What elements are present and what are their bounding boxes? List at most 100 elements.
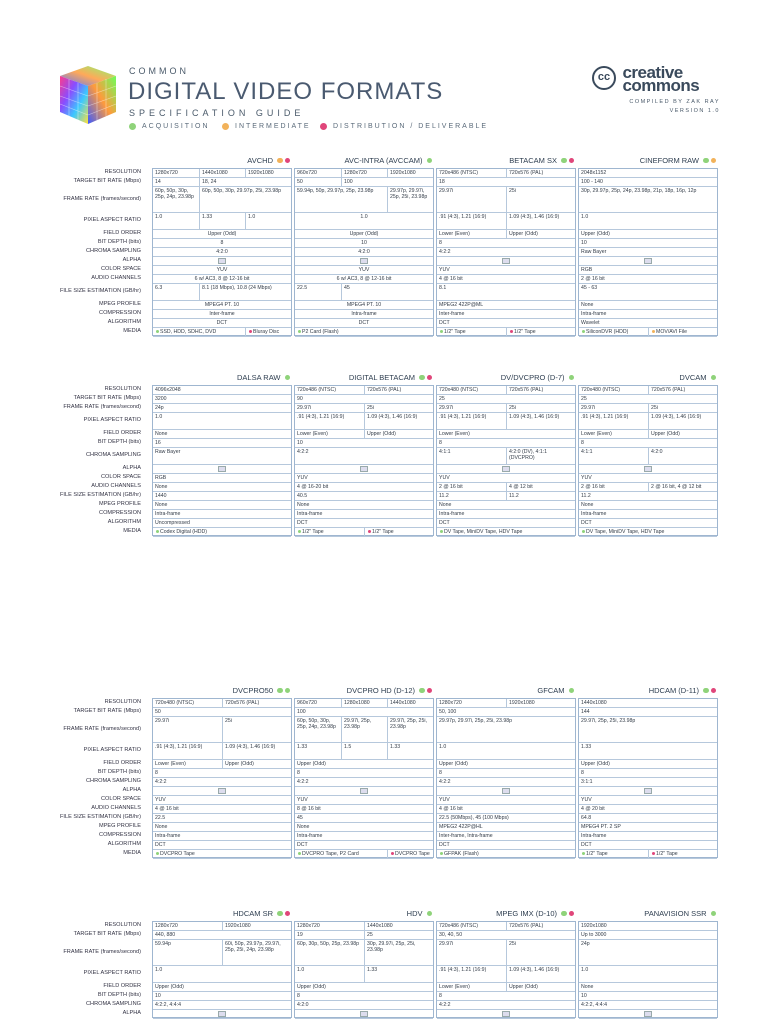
spec-row-mpeg: None xyxy=(153,501,291,510)
media-text: P2 Card (Flash) xyxy=(302,329,339,335)
spec-row-framerate: 29.97i 25i xyxy=(295,404,433,413)
row-label-bitdepth: BIT DEPTH (bits) xyxy=(97,239,141,245)
row-label-bitdepth: BIT DEPTH (bits) xyxy=(97,992,141,998)
spec-cell: MPEG2 422P@HL xyxy=(439,824,483,830)
color-cube-logo xyxy=(59,66,117,124)
creative-commons-logo: cc creative commons xyxy=(592,64,700,94)
row-label-par: PIXEL ASPECT RATIO xyxy=(83,217,141,223)
row-label-field: FIELD ORDER xyxy=(103,230,141,236)
spec-row-compression: Intra-frame xyxy=(295,510,433,519)
spec-cell: 50 xyxy=(155,709,161,715)
spec-row-bitrate: 25 xyxy=(579,395,717,404)
spec-row-framerate: 59.94p 60i, 50p, 29.97p, 29.97i, 25p, 25i… xyxy=(153,940,291,966)
format-name-text: HDCAM (D-11) xyxy=(648,686,699,695)
spec-cell: .91 (4:3), 1.21 (16:9) xyxy=(155,744,203,750)
format-card: BETACAM SX 720x486 (NTSC) 720x576 (PAL) 18 2… xyxy=(436,155,576,337)
compiled-info: COMPILED BY ZAK RAY VERSION 1.0 xyxy=(629,98,720,116)
spec-row-compression: Intra-frame xyxy=(579,510,717,519)
spec-row-par: 1.33 xyxy=(579,743,717,760)
spec-row-alpha xyxy=(153,787,291,796)
spec-cell: 440, 880 xyxy=(155,932,176,938)
row-label-framerate: FRAME RATE (frames/second) xyxy=(63,725,141,732)
spec-row-bitdepth: 8 xyxy=(295,992,433,1001)
spec-cell: Intra-frame xyxy=(155,511,181,517)
spec-cell: 1440 xyxy=(155,493,167,499)
spec-cell xyxy=(153,465,291,473)
row-label-field: FIELD ORDER xyxy=(103,430,141,436)
spec-cell: 59.94p, 50p, 29.97p, 25p, 23.98p xyxy=(297,188,374,194)
spec-cell: 100 xyxy=(297,709,306,715)
spec-cell: Lower (Even) xyxy=(581,431,612,437)
spec-row-alpha xyxy=(153,1010,291,1019)
format-card: AVC-INTRA (AVCCAM) 960x720 1280x720 1920x10… xyxy=(294,155,434,337)
format-name: PANAVISION SSR xyxy=(644,909,716,918)
spec-row-compression: Intra-frame xyxy=(295,310,433,319)
spec-cell: 29.97i, 25p, 25i, 23.98p xyxy=(387,717,433,742)
spec-row-framerate: 59.94p, 50p, 29.97p, 25p, 23.98p 29.97p, … xyxy=(295,187,433,213)
spec-row-algorithm: DCT xyxy=(437,319,575,328)
spec-row-bitrate: 100 - 140 xyxy=(579,178,717,187)
spec-cell: 4:2:2 xyxy=(439,779,451,785)
spec-cell: 22.5 xyxy=(155,815,166,821)
spec-row-alpha xyxy=(153,465,291,474)
spec-cell xyxy=(295,465,433,473)
pink-dot-icon xyxy=(391,852,394,856)
row-label-resolution: RESOLUTION xyxy=(104,922,141,928)
spec-cell: Inter-frame xyxy=(209,311,235,317)
spec-row-audio: 4 @ 16 bit xyxy=(437,805,575,814)
format-name-text: AVCHD xyxy=(247,156,273,165)
spec-row-bitdepth: 10 xyxy=(579,239,717,248)
spec-cell: 19 xyxy=(297,932,303,938)
spec-row-framerate: 60p, 50p, 30p, 25p, 24p, 23.98p 60p, 50p,… xyxy=(153,187,291,213)
green-dot-icon xyxy=(284,687,290,694)
spec-row-compression: Intra-frame xyxy=(437,510,575,519)
spec-cell: 1.09 (4:3), 1.46 (16:9) xyxy=(364,413,433,429)
green-dot-icon xyxy=(582,330,585,334)
row-label-alpha: ALPHA xyxy=(122,465,141,471)
spec-row-par: .91 (4:3), 1.21 (16:9) 1.09 (4:3), 1.46 (… xyxy=(437,413,575,430)
alpha-icon xyxy=(644,788,652,794)
row-label-chroma: CHROMA SAMPLING xyxy=(85,248,141,254)
spec-row-framerate: 60p, 50p, 30p, 25p, 24p, 23.98p 29.97i, 2… xyxy=(295,717,433,743)
spec-row-chroma: 4:2:2 xyxy=(295,778,433,787)
row-label-field: FIELD ORDER xyxy=(103,760,141,766)
spec-cell: 4:2:0 xyxy=(358,249,370,255)
spec-cell: Intra-frame xyxy=(581,833,607,839)
format-name-text: DVCAM xyxy=(679,373,707,382)
format-name: AVCHD xyxy=(247,156,290,165)
spec-row-audio: 4 @ 16 bit xyxy=(437,275,575,284)
spec-cell: 45 - 63 xyxy=(581,285,598,291)
media-text: 1/2" Tape xyxy=(514,329,536,335)
spec-row-resolution: 720x486 (NTSC) 720x576 (PAL) xyxy=(437,169,575,178)
row-label-filesize: FILE SIZE ESTIMATION (GB/hr) xyxy=(59,288,141,294)
row-label-audio: AUDIO CHANNELS xyxy=(91,483,141,489)
spec-row-mpeg: None xyxy=(579,501,717,510)
spec-cell: Codex Digital (HDD) xyxy=(153,528,291,536)
orange-dot-icon xyxy=(222,123,229,130)
spec-cell: 1.5 xyxy=(341,743,387,759)
spec-cell: 1.0 xyxy=(155,414,163,420)
spec-row-alpha xyxy=(295,465,433,474)
media-text: 1/2" Tape xyxy=(586,851,608,857)
spec-row-bitrate: 144 xyxy=(579,708,717,717)
spec-cell: None xyxy=(155,502,168,508)
spec-cell: 960x720 xyxy=(297,170,317,176)
format-name-text: MPEG IMX (D-10) xyxy=(496,909,557,918)
spec-cell: 1440x1080 xyxy=(364,922,433,930)
spec-cell: 720x576 (PAL) xyxy=(506,169,575,177)
spec-row-colorspace: YUV xyxy=(579,796,717,805)
spec-cell xyxy=(437,787,575,795)
spec-row-colorspace: YUV xyxy=(295,266,433,275)
spec-cell: 3:1:1 xyxy=(581,779,593,785)
spec-cell: 8 xyxy=(581,440,584,446)
spec-row-resolution: 720x480 (NTSC) 720x576 (PAL) xyxy=(437,386,575,395)
format-name: HDCAM (D-11) xyxy=(649,686,716,695)
spec-row-algorithm: DCT xyxy=(295,841,433,850)
green-dot-icon xyxy=(561,910,567,917)
spec-cell: 1/2" Tape xyxy=(364,528,433,536)
spec-row-filesize: 8.1 xyxy=(437,284,575,301)
format-card: DIGITAL BETACAM 720x486 (NTSC) 720x576 (PA… xyxy=(294,372,434,537)
spec-cell: 1.33 xyxy=(297,744,308,750)
spec-row-filesize: 11.2 xyxy=(579,492,717,501)
spec-row-field: Lower (Even) xyxy=(437,430,575,439)
